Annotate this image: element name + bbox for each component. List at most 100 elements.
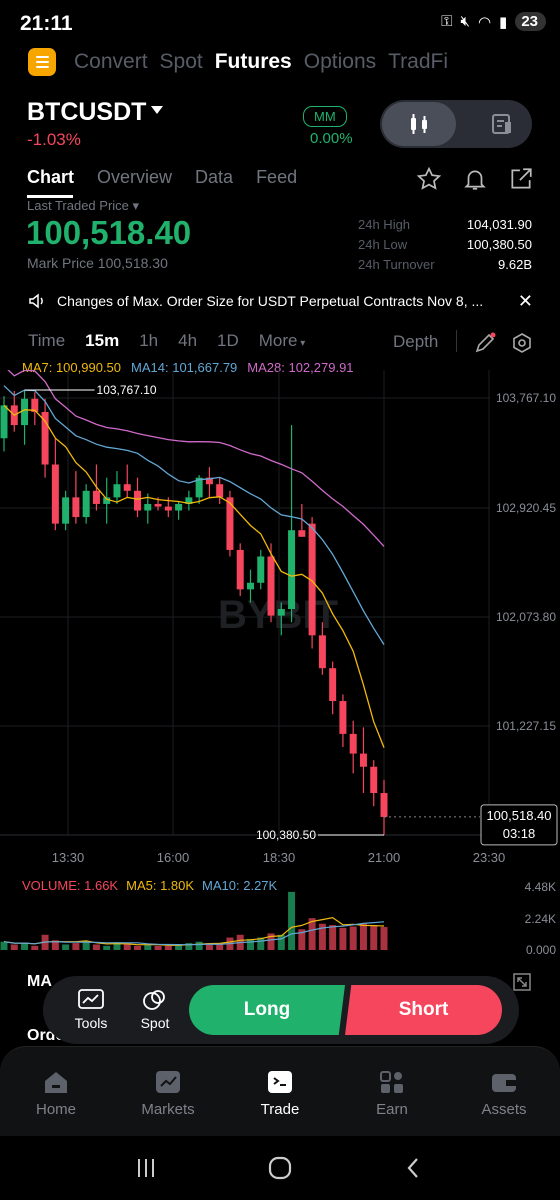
candle-body: [288, 530, 296, 610]
candle-body: [51, 464, 59, 524]
candle-body: [72, 497, 80, 518]
tf-1d[interactable]: 1D: [217, 331, 239, 350]
current-price-box: [480, 804, 558, 846]
volume-bar: [0, 941, 8, 950]
bell-icon[interactable]: [462, 166, 488, 192]
back-icon[interactable]: [402, 1156, 426, 1180]
candle-body: [267, 556, 275, 616]
short-button[interactable]: Short: [345, 985, 502, 1035]
candle-view-icon[interactable]: [382, 102, 456, 146]
tf-more[interactable]: More ▾: [258, 331, 306, 350]
candle-body: [21, 398, 29, 426]
ma28-line: [7, 370, 385, 547]
battery-indicator: 23: [515, 12, 546, 31]
earn-icon: [380, 1071, 403, 1093]
close-icon[interactable]: ✕: [517, 290, 533, 311]
nav-earn[interactable]: Earn: [342, 1047, 442, 1136]
volume-bar: [349, 926, 357, 950]
key-icon: ⚿: [441, 13, 453, 30]
system-nav: [0, 1136, 560, 1200]
tab-options[interactable]: Options: [303, 50, 377, 73]
tf-15m[interactable]: 15m: [85, 331, 120, 350]
tab-feed[interactable]: Feed: [256, 167, 298, 187]
candle-body: [216, 484, 224, 498]
tab-chart[interactable]: Chart: [27, 167, 75, 187]
chart-view-toggle[interactable]: [380, 100, 532, 148]
pencil-icon[interactable]: [473, 331, 497, 355]
tab-tradfi[interactable]: TradFi: [388, 50, 449, 73]
sub-tabs: Chart Overview Data Feed: [27, 167, 297, 188]
share-icon[interactable]: [508, 166, 534, 192]
signal-icon: ▮: [499, 13, 508, 31]
tools-icon: [78, 989, 104, 1009]
candle-body: [318, 635, 326, 669]
indicator-tab-ma[interactable]: MA: [27, 973, 52, 990]
home-button-icon[interactable]: [267, 1155, 293, 1181]
tf-time[interactable]: Time: [28, 331, 66, 350]
volume-bar: [10, 944, 18, 950]
candlestick-chart[interactable]: 103,767.10 102,920.45 102,073.80 101,227.15…: [0, 370, 560, 970]
candle-body: [257, 556, 265, 583]
volume-bar: [134, 945, 142, 950]
candle-body: [154, 503, 162, 507]
orderbook-view-icon[interactable]: [490, 112, 514, 141]
mark-price: Mark Price 100,518.30: [27, 255, 168, 271]
trade-action-bar: Tools Spot Long Short: [43, 976, 519, 1044]
candle-body: [82, 490, 90, 518]
recent-apps-icon[interactable]: [134, 1156, 158, 1180]
nav-home[interactable]: Home: [6, 1047, 106, 1136]
vol-ma5-label: MA5: 1.80K: [126, 878, 195, 893]
candle-body: [134, 490, 142, 511]
menu-icon[interactable]: [28, 48, 56, 76]
last-price-label[interactable]: Last Traded Price ▾: [27, 198, 140, 213]
tab-spot[interactable]: Spot: [159, 50, 203, 73]
volume-bar: [267, 933, 275, 950]
expand-icon[interactable]: [512, 972, 532, 992]
stat-row: 24h Turnover 9.62B: [358, 257, 532, 272]
volume-bar: [257, 937, 265, 950]
pair-dropdown-icon[interactable]: [151, 106, 163, 114]
star-icon[interactable]: [416, 166, 442, 192]
markets-icon: [156, 1071, 180, 1093]
speaker-icon: [29, 293, 43, 309]
tab-data[interactable]: Data: [195, 167, 234, 187]
vol-ma10-label: MA10: 2.27K: [202, 878, 278, 893]
long-button[interactable]: Long: [189, 985, 345, 1035]
mm-badge[interactable]: MM: [303, 106, 347, 127]
tab-convert[interactable]: Convert: [74, 50, 148, 73]
settings-icon[interactable]: [510, 331, 534, 355]
x-tick-label: 23:30: [473, 850, 506, 865]
volume-bar: [329, 925, 337, 950]
ma7-line: [3, 404, 385, 748]
candle-body: [359, 753, 367, 767]
tools-button[interactable]: Tools: [61, 988, 121, 1031]
timeframe-bar: Time 15m 1h 4h 1D More ▾: [28, 331, 305, 351]
volume-bar: [154, 945, 162, 950]
tf-1h[interactable]: 1h: [139, 331, 159, 350]
spot-button[interactable]: Spot: [125, 988, 185, 1031]
ma14-label: MA14: 101,667.79: [131, 360, 238, 375]
nav-assets[interactable]: Assets: [454, 1047, 554, 1136]
candle-body: [175, 503, 183, 511]
volume-legend: VOLUME: 1.66K MA5: 1.80K MA10: 2.27K: [22, 878, 277, 893]
volume-bar: [318, 923, 326, 950]
mute-icon: 🔇︎: [460, 13, 470, 30]
depth-tab[interactable]: Depth: [393, 332, 439, 351]
announcement-banner[interactable]: Changes of Max. Order Size for USDT Perp…: [27, 290, 533, 312]
x-tick-label: 18:30: [263, 850, 296, 865]
nav-trade[interactable]: Trade: [230, 1047, 330, 1136]
volume-bar: [298, 929, 306, 950]
stats-panel: 24h High 104,031.90 24h Low 100,380.50 24h…: [358, 217, 532, 277]
candle-body: [236, 549, 244, 590]
nav-markets[interactable]: Markets: [118, 1047, 218, 1136]
candle-body: [103, 497, 111, 504]
volume-bar: [216, 944, 224, 950]
pair-symbol[interactable]: BTCUSDT: [27, 98, 147, 126]
tab-overview[interactable]: Overview: [97, 167, 173, 187]
top-nav-tabs: Convert Spot Futures Options TradFi: [74, 50, 448, 74]
volume-bar: [246, 938, 254, 950]
wifi-icon: ◠: [477, 13, 492, 31]
tab-futures[interactable]: Futures: [214, 50, 292, 73]
ma-legend: MA7: 100,990.50 MA14: 101,667.79 MA28: 1…: [22, 360, 354, 375]
tf-4h[interactable]: 4h: [178, 331, 198, 350]
